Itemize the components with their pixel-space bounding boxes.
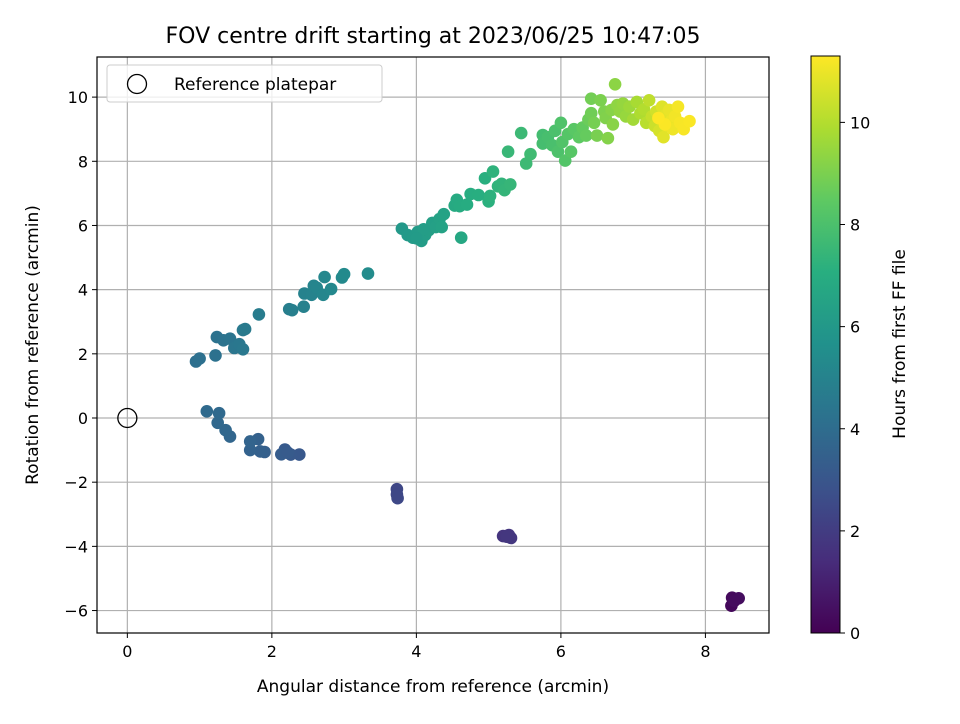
x-tick-label: 6 [556,642,566,661]
y-axis-label: Rotation from reference (arcmin) [23,205,43,485]
y-tick-label: −4 [64,537,88,556]
scatter-point [410,232,423,245]
scatter-point [211,416,224,430]
colorbar-gradient [810,55,841,634]
data-points [189,78,745,612]
chart-title: FOV centre drift starting at 2023/06/25 … [166,24,701,49]
colorbar-tick-label: 6 [850,318,860,337]
scatter-point [236,343,250,356]
scatter-point [212,406,226,420]
scatter-point [584,106,598,120]
scatter-point [587,116,601,130]
y-tick-label: 4 [78,281,88,300]
scatter-point [219,423,232,437]
scatter-point [337,267,351,281]
scatter-point [243,435,257,448]
scatter-point [318,270,331,284]
scatter-point [483,189,497,203]
x-tick-label: 8 [700,642,710,661]
x-axis-label: Angular distance from reference (arcmin) [257,677,609,697]
y-tick-label: 10 [68,88,88,107]
legend: Reference platepar [106,64,383,103]
scatter-point [590,129,604,142]
scatter-point [243,443,257,457]
scatter-point [608,78,622,91]
scatter-point [454,231,468,244]
y-tick-label: −6 [64,602,88,621]
scatter-point [209,349,222,362]
y-axis-ticks: −6 −4 −2 0 2 4 6 8 10 [64,88,97,621]
y-tick-label: −2 [64,473,88,492]
scatter-point [435,220,449,234]
scatter-point [601,131,615,145]
colorbar-tick-label: 2 [850,522,860,541]
scatter-point [514,126,528,140]
x-tick-label: 0 [122,642,132,661]
y-tick-label: 2 [78,345,88,364]
scatter-point [558,154,572,167]
scatter-point [200,405,214,418]
scatter-point [606,118,620,131]
colorbar-label: Hours from first FF file [890,249,910,439]
scatter-point [417,223,430,236]
scatter-point [390,488,404,501]
scatter-point [504,178,517,191]
scatter-point [728,594,741,608]
scatter-point [671,100,685,113]
scatter-point [683,114,696,128]
scatter-point [193,352,206,365]
scatter-point [642,94,656,107]
scatter-point [281,446,295,460]
reference-marker [117,407,138,429]
x-tick-label: 4 [411,642,421,661]
grid-lines [97,57,769,633]
scatter-point [437,207,451,221]
legend-entry-reference: Reference platepar [174,75,336,95]
reference-point [117,407,138,429]
x-tick-label: 2 [267,642,277,661]
x-axis-ticks: 0 2 4 6 8 [122,633,711,661]
y-tick-label: 8 [78,152,88,171]
legend-marker-icon [126,73,148,95]
plot-frame [96,56,770,634]
scatter-point [652,111,665,125]
scatter-point [486,165,500,178]
scatter-point [253,445,267,458]
scatter-point [238,322,252,336]
y-tick-label: 0 [78,409,88,428]
scatter-point [579,129,593,142]
legend-box [106,64,383,103]
scatter-point [594,94,607,107]
scatter-point [324,282,338,296]
scatter-point [564,145,578,158]
colorbar-tick-label: 8 [850,216,860,235]
scatter-point [472,188,485,202]
colorbar-tick-label: 0 [850,624,860,643]
colorbar-ticks: 0 2 4 6 8 10 [840,113,870,643]
colorbar-tick-label: 4 [850,420,860,439]
scatter-point [657,130,670,144]
colorbar: 0 2 4 6 8 10 Hours from first FF file [810,55,910,643]
scatter-point [554,116,568,130]
scatter-point [297,300,311,314]
scatter-point [584,92,598,105]
scatter-point [524,147,537,161]
scatter-point [252,308,266,321]
scatter-point [500,530,513,543]
scatter-point [285,303,299,317]
scatter-point [501,145,515,158]
scatter-point [361,267,375,280]
y-tick-label: 6 [78,216,88,235]
scatter-point [460,198,474,211]
scatter-point [551,145,565,158]
colorbar-tick-label: 10 [850,113,870,132]
